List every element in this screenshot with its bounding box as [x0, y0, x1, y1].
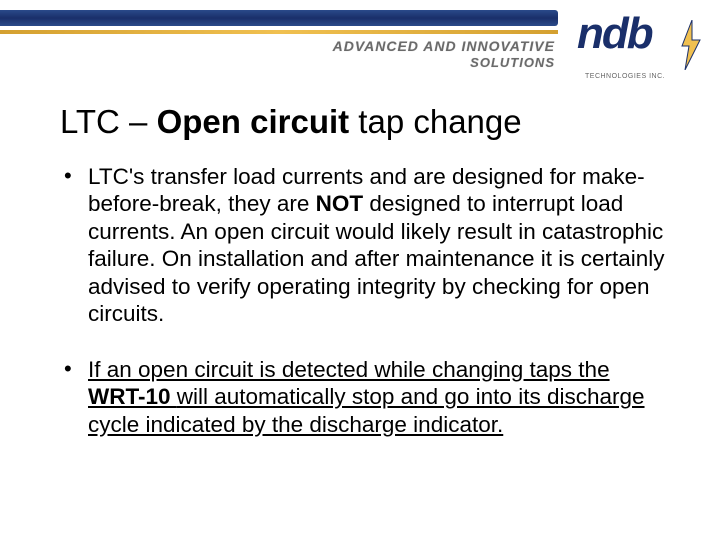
b1-bold: NOT	[316, 191, 364, 216]
title-part1: LTC –	[60, 103, 157, 140]
title-part2: Open circuit	[157, 103, 350, 140]
slide-header: ADVANCED AND INNOVATIVE SOLUTIONS ndb TE…	[0, 0, 720, 95]
b2-bold: WRT-10	[88, 384, 177, 409]
lightning-bolt-icon	[680, 20, 702, 70]
header-yellow-line	[0, 30, 558, 34]
b2-underline: If an open circuit is detected while cha…	[88, 357, 645, 437]
bullet-item-2: If an open circuit is detected while cha…	[60, 356, 670, 438]
b2-pre: If an open circuit is detected while cha…	[88, 357, 610, 382]
header-blue-bar	[0, 10, 558, 26]
bullet-item-1: LTC's transfer load currents and are des…	[60, 163, 670, 328]
logo-subtext: TECHNOLOGIES INC.	[585, 73, 665, 80]
title-part3: tap change	[349, 103, 521, 140]
bullet-list: LTC's transfer load currents and are des…	[60, 163, 670, 438]
tagline-line1: ADVANCED AND INNOVATIVE	[0, 38, 555, 54]
tagline-line2: SOLUTIONS	[0, 55, 555, 70]
slide-title: LTC – Open circuit tap change	[60, 103, 670, 141]
ndb-logo: ndb TECHNOLOGIES INC.	[577, 12, 702, 84]
header-tagline: ADVANCED AND INNOVATIVE SOLUTIONS	[0, 38, 555, 70]
slide-content: LTC – Open circuit tap change LTC's tran…	[0, 95, 720, 438]
